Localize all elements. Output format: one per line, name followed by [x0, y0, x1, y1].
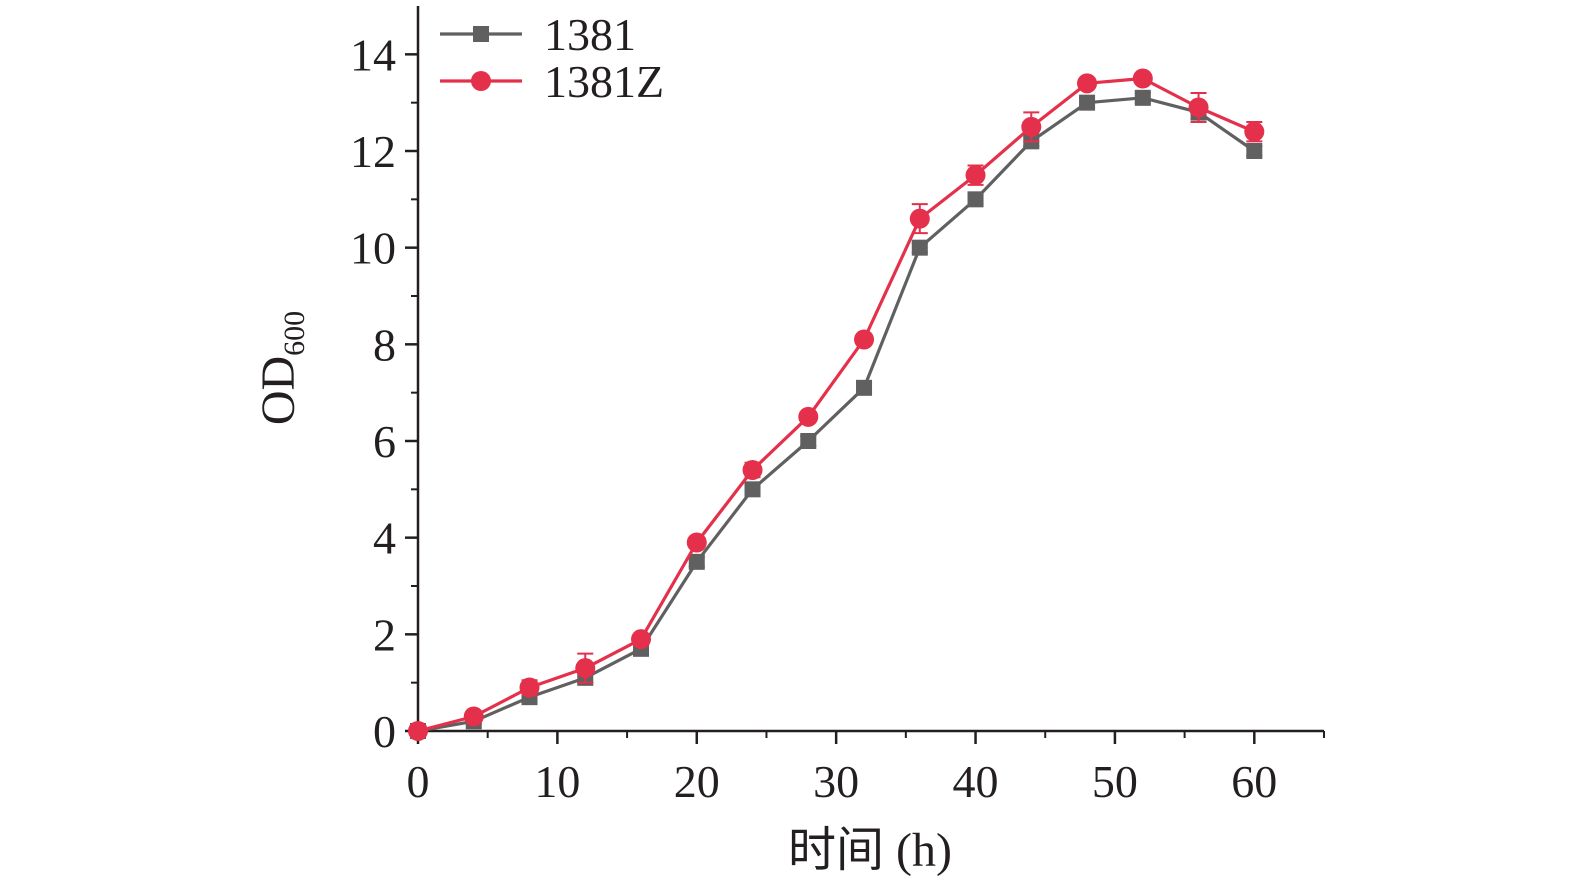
x-tick-label: 30: [813, 756, 859, 807]
data-point: [1134, 89, 1151, 106]
legend-entry-1: 1381: [440, 9, 636, 60]
y-tick-label: 4: [373, 513, 396, 564]
data-point: [909, 208, 930, 229]
legend-entry-2: 1381Z: [440, 56, 664, 107]
data-point: [800, 433, 817, 449]
data-point: [1244, 121, 1265, 142]
x-tick-label: 10: [534, 756, 580, 807]
data-point: [1077, 73, 1098, 94]
data-point: [744, 481, 761, 498]
series-1: [410, 89, 1263, 739]
data-point: [965, 165, 986, 186]
data-point: [688, 553, 705, 570]
x-tick-label: 20: [674, 756, 720, 807]
data-point: [1188, 97, 1209, 118]
y-tick-label: 0: [373, 706, 396, 757]
x-tick-label: 40: [953, 756, 999, 807]
series-line: [417, 96, 1256, 733]
y-axis-title: OD600: [252, 311, 311, 425]
series-2: [408, 68, 1265, 741]
data-point: [742, 460, 763, 480]
data-point: [575, 658, 596, 679]
legend-marker: [473, 26, 489, 42]
y-axis-title-main: OD: [252, 356, 305, 425]
series-layer: [408, 68, 1265, 741]
data-point: [911, 239, 928, 256]
y-tick-label: 2: [373, 609, 396, 660]
y-tick-label: 8: [373, 319, 396, 370]
data-point: [631, 629, 652, 650]
y-tick-label: 14: [350, 29, 396, 80]
data-point: [463, 706, 484, 727]
x-axis-title: 时间 (h): [788, 824, 952, 877]
data-point: [408, 721, 428, 741]
data-point: [798, 406, 819, 427]
y-tick-label: 10: [350, 223, 396, 274]
legend-label: 1381: [544, 9, 636, 60]
y-tick-label: 6: [373, 416, 396, 467]
legend-label: 1381Z: [544, 56, 664, 107]
y-tick-label: 12: [350, 126, 396, 177]
data-point: [1079, 94, 1096, 111]
series-line: [417, 76, 1255, 733]
axes: 0 2 4 6 8 10 12 14 0 10 20 30 40 50 60: [350, 6, 1325, 807]
data-point: [1246, 143, 1263, 159]
x-tick-label: 0: [407, 756, 430, 807]
data-point: [1021, 116, 1042, 137]
svg-text:OD600: OD600: [252, 311, 311, 425]
x-tick-label: 60: [1231, 756, 1277, 807]
legend-marker: [471, 71, 491, 91]
y-axis-title-sub: 600: [278, 311, 311, 356]
data-point: [519, 677, 540, 698]
x-tick-label: 50: [1092, 756, 1138, 807]
data-point: [856, 379, 873, 396]
data-point: [854, 329, 875, 350]
data-point: [686, 532, 707, 553]
data-point: [1132, 68, 1153, 89]
data-point: [967, 191, 984, 208]
